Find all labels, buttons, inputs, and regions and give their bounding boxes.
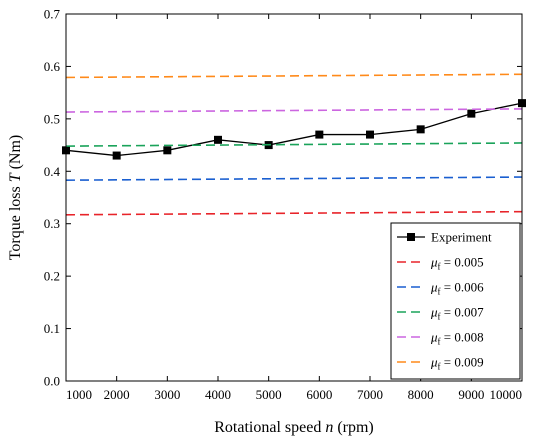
y-tick-label: 0.1 [44,321,60,336]
data-point-marker [467,109,476,118]
series-line-dashed [65,176,523,181]
x-axis-title: Rotational speed n (rpm) [214,419,374,436]
data-point-marker [416,125,425,134]
y-tick-label: 0.5 [44,111,60,126]
plot-frame [65,13,523,382]
data-point-marker [315,130,324,139]
series-line-dashed [65,73,523,79]
x-tick-label: 6000 [306,387,332,402]
x-tick-label: 3000 [154,387,180,402]
x-tick-label: 8000 [408,387,434,402]
legend-label: μf = 0.006 [430,280,484,297]
series-layer [62,73,526,216]
y-tick-label: 0.6 [44,59,61,74]
x-tick-label: 5000 [256,387,282,402]
legend-label: μf = 0.007 [430,305,484,322]
series-line-experiment [65,102,523,157]
legend-box [390,222,521,380]
series-line-dashed [65,108,523,113]
data-point-marker [112,151,121,160]
y-tick-label: 0.7 [44,7,61,22]
legend-label: μf = 0.005 [430,255,484,272]
series-line-dashed [65,210,523,216]
data-point-marker [163,146,172,155]
legend: Experiment μf = 0.005 μf = 0.006 μf = 0.007… [390,222,521,380]
data-point-marker [214,135,222,144]
data-point-marker [366,130,374,139]
x-tick-label: 9000 [458,387,484,402]
x-tick-label: 10000 [490,387,523,402]
series-line-dashed [65,142,523,147]
ticks-layer: 1000 2000 3000 4000 5000 6000 7000 8000 9000 1000… [44,7,523,402]
y-axis-title: Torque loss T (Nm) [7,135,24,261]
y-tick-label: 0.0 [44,374,60,389]
legend-label: μf = 0.008 [430,330,484,347]
y-tick-label: 0.4 [44,164,61,179]
x-tick-label: 4000 [205,387,231,402]
legend-label: μf = 0.009 [430,355,484,372]
legend-swatch-marker [407,233,415,241]
y-tick-label: 0.3 [44,216,60,231]
y-tick-label: 0.2 [44,269,60,284]
x-tick-label: 7000 [357,387,383,402]
legend-label: Experiment [431,230,492,245]
x-tick-label: 1000 [66,387,92,402]
x-tick-label: 2000 [104,387,130,402]
